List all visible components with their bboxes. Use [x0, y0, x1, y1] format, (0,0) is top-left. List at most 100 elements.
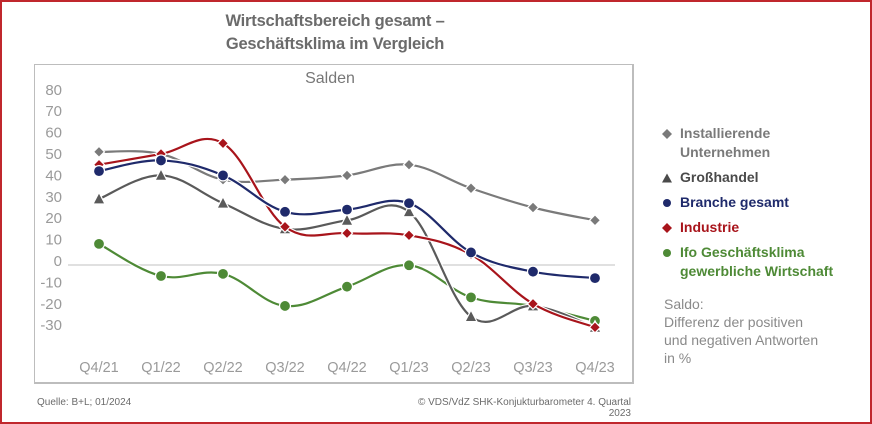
legend-label: Branche gesamt: [680, 193, 789, 212]
data-point: [92, 237, 106, 250]
y-tick-label: 20: [45, 210, 62, 227]
legend-item: Industrie: [662, 218, 862, 237]
data-point: [402, 197, 416, 210]
note-line1: Saldo:: [664, 296, 704, 312]
data-point: [278, 299, 292, 313]
data-point: [216, 195, 230, 209]
data-point: [340, 203, 354, 216]
legend-item: Branche gesamt: [662, 193, 862, 212]
y-tick-label: 70: [45, 103, 62, 120]
legend-label: Ifo Geschäftsklima gewerbliche Wirtschaft: [680, 243, 833, 281]
plot-area: [34, 64, 634, 384]
legend: Installierende Unternehmen Großhandel Branc…: [662, 124, 862, 287]
data-point: [340, 169, 354, 182]
chart-title-line1: Wirtschaftsbereich gesamt –: [225, 12, 445, 30]
series-line: [98, 174, 596, 329]
x-tick-label: Q1/23: [389, 360, 429, 376]
series-ifo-gesch-ftsklima-gewerbliche-wirtschaft: [92, 237, 602, 328]
x-tick-label: Q2/23: [451, 360, 491, 376]
note-line2: Differenz der positiven: [664, 314, 804, 330]
data-point: [464, 308, 478, 323]
y-axis: 80 70 60 50 40 30 20 10 0 -10 -20 -30: [40, 82, 62, 334]
chart-title: Wirtschaftsbereich gesamt – Geschäftskli…: [150, 10, 520, 56]
chart-subtitle: Salden: [305, 70, 355, 87]
data-point: [340, 226, 354, 240]
legend-item: Ifo Geschäftsklima gewerbliche Wirtschaft: [662, 243, 862, 281]
x-tick-label: Q3/23: [513, 360, 553, 376]
legend-label: Industrie: [680, 218, 739, 237]
data-point: [154, 154, 168, 167]
source-label: Quelle: B+L; 01/2024: [37, 397, 132, 408]
series-group: [92, 136, 602, 334]
data-point: [526, 201, 540, 214]
data-point: [588, 320, 602, 334]
saldo-note: Saldo: Differenz der positiven und negat…: [664, 295, 864, 367]
note-line3: und negativen Antworten: [664, 332, 819, 348]
x-tick-label: Q3/22: [265, 360, 305, 376]
data-point: [154, 167, 168, 181]
x-axis: Q4/21 Q1/22 Q2/22 Q3/22 Q4/22 Q1/23 Q2/23 Q3/23…: [79, 360, 615, 376]
series-branche-gesamt: [92, 154, 602, 285]
diamond-marker-icon: [662, 218, 680, 237]
data-point: [278, 173, 292, 187]
data-point: [464, 246, 478, 259]
triangle-marker-icon: [662, 168, 680, 187]
data-point: [92, 165, 106, 178]
y-tick-label: 40: [45, 167, 62, 184]
data-point: [278, 220, 292, 234]
data-point: [92, 145, 106, 159]
data-point: [216, 136, 230, 150]
data-point: [216, 267, 230, 280]
diamond-marker-icon: [662, 124, 680, 143]
legend-label-line1: Installierende: [680, 125, 771, 141]
legend-label-line2: gewerbliche Wirtschaft: [680, 263, 834, 279]
y-tick-label: -10: [40, 274, 62, 291]
data-point: [588, 272, 602, 285]
data-point: [402, 228, 416, 242]
data-point: [92, 191, 106, 205]
legend-item: Installierende Unternehmen: [662, 124, 862, 162]
circle-marker-icon: [662, 193, 680, 212]
x-tick-label: Q4/23: [575, 360, 615, 376]
y-tick-label: -20: [40, 296, 62, 313]
legend-label: Installierende Unternehmen: [680, 124, 770, 162]
data-point: [340, 280, 354, 293]
data-point: [216, 169, 230, 182]
data-point: [526, 265, 540, 278]
y-tick-label: -30: [40, 317, 62, 334]
legend-label-line1: Industrie: [680, 219, 740, 235]
x-tick-label: Q2/22: [203, 360, 243, 376]
y-tick-label: 10: [45, 232, 62, 249]
y-tick-label: 0: [54, 253, 62, 270]
y-tick-label: 50: [45, 146, 62, 163]
series-gro-handel: [92, 167, 602, 333]
y-tick-label: 60: [45, 125, 62, 142]
x-tick-label: Q1/22: [141, 360, 181, 376]
y-tick-label: 30: [45, 189, 62, 206]
data-point: [154, 269, 168, 283]
circle-marker-icon: [662, 243, 680, 262]
x-tick-label: Q4/21: [79, 360, 119, 376]
legend-label-line2: Unternehmen: [680, 144, 771, 160]
legend-label-line1: Ifo Geschäftsklima: [680, 244, 805, 260]
copyright-label: © VDS/VdZ SHK-Konjukturbarometer 4. Quar…: [417, 397, 631, 419]
y-tick-label: 80: [45, 82, 62, 99]
data-point: [464, 181, 478, 195]
legend-item: Großhandel: [662, 168, 862, 187]
x-tick-label: Q4/22: [327, 360, 367, 376]
note-line4: in %: [664, 350, 692, 366]
data-point: [464, 291, 478, 304]
data-point: [278, 205, 292, 218]
data-point: [402, 203, 416, 218]
data-point: [402, 158, 416, 172]
legend-label: Großhandel: [680, 168, 759, 187]
legend-label-line1: Großhandel: [680, 169, 759, 185]
chart-title-line2: Geschäftsklima im Vergleich: [225, 35, 445, 53]
data-point: [588, 213, 602, 227]
data-point: [340, 212, 354, 226]
legend-label-line1: Branche gesamt: [680, 194, 789, 210]
data-point: [526, 297, 540, 311]
data-point: [402, 259, 416, 272]
